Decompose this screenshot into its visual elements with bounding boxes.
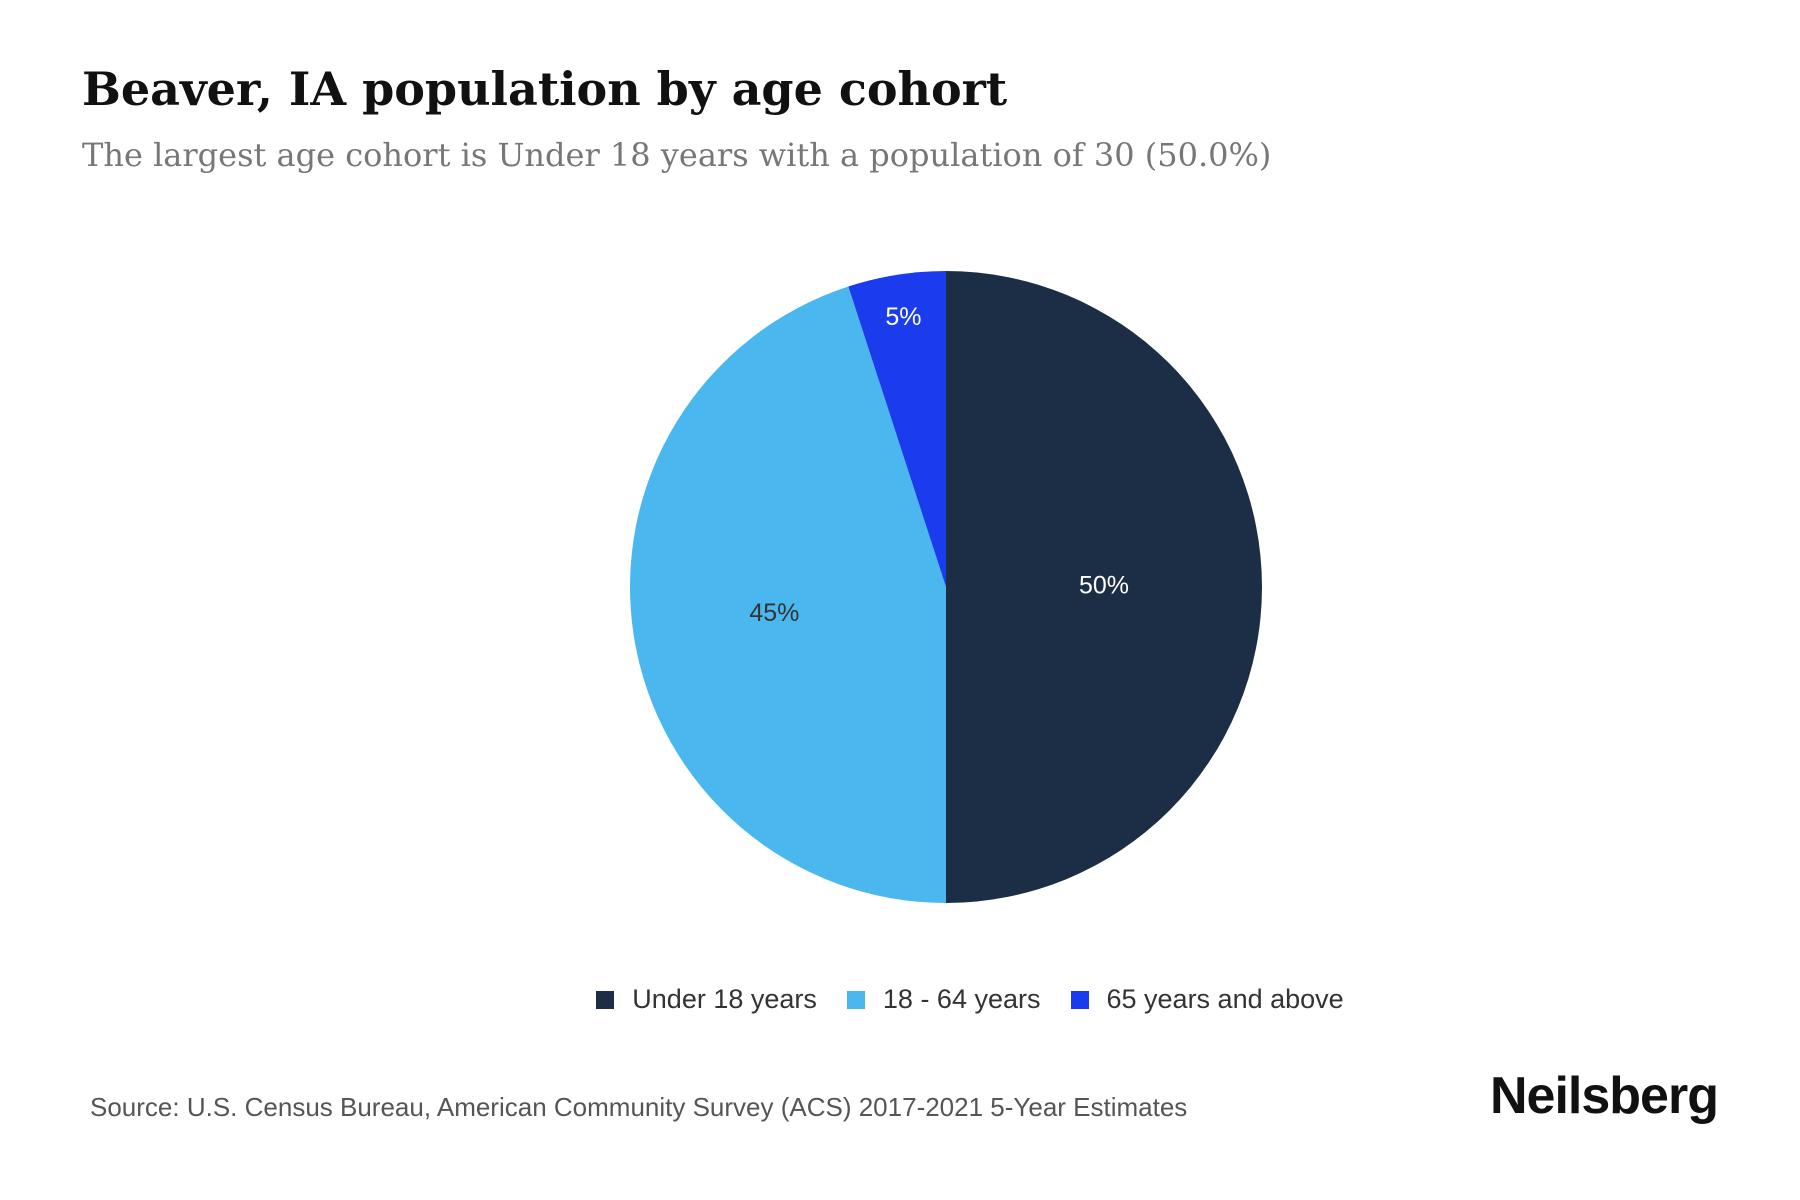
legend: Under 18 years 18 - 64 years 65 years an… — [70, 984, 1800, 1015]
chart-subtitle: The largest age cohort is Under 18 years… — [82, 136, 1272, 174]
legend-label: Under 18 years — [632, 984, 817, 1014]
chart-title: Beaver, IA population by age cohort — [82, 62, 1008, 116]
legend-swatch — [1070, 990, 1089, 1009]
slice-label: 45% — [749, 599, 799, 627]
pie-slice — [848, 271, 946, 587]
brand-logo: Neilsberg — [1490, 1067, 1719, 1125]
legend-swatch — [596, 990, 615, 1009]
legend-label: 65 years and above — [1106, 984, 1344, 1014]
legend-label: 18 - 64 years — [882, 984, 1041, 1014]
legend-item-under-18: Under 18 years — [596, 984, 817, 1015]
pie-slice — [946, 271, 1262, 903]
legend-item-18-64: 18 - 64 years — [846, 984, 1041, 1015]
source-note: Source: U.S. Census Bureau, American Com… — [90, 1092, 1188, 1122]
slice-label: 50% — [1079, 572, 1129, 600]
slice-label: 5% — [885, 303, 921, 331]
pie-slice — [630, 286, 946, 903]
legend-item-65-above: 65 years and above — [1070, 984, 1344, 1015]
legend-swatch — [846, 990, 865, 1009]
